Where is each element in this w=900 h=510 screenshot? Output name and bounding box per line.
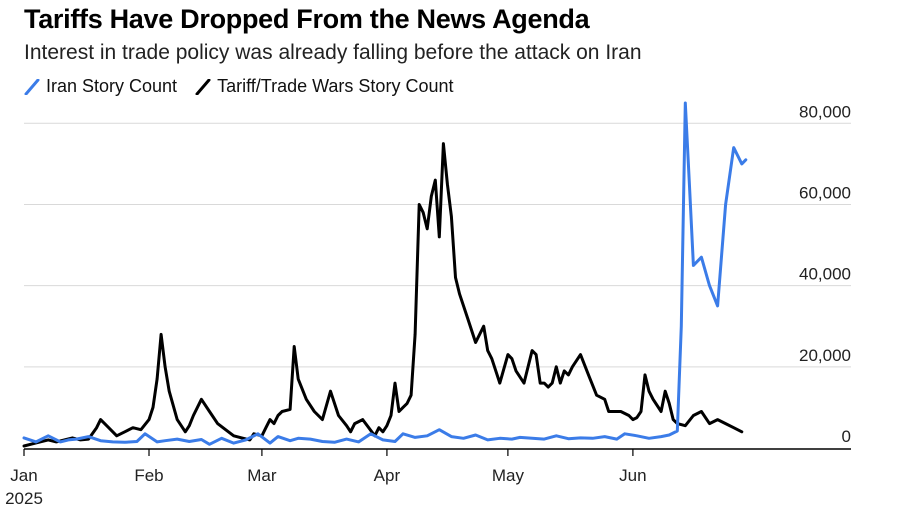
x-year-label: 2025 [5,489,43,508]
legend: Iran Story Count Tariff/Trade Wars Story… [24,76,453,97]
series-line-iran [22,101,748,446]
x-tick-label-mar: Mar [247,466,277,485]
legend-label-iran: Iran Story Count [46,76,178,96]
x-tick-label-apr: Apr [374,466,401,485]
legend-item-iran: Iran Story Count [24,76,177,97]
legend-swatch-iran [24,78,40,95]
y-tick-label-80000: 80,000 [799,102,851,121]
x-tick-label-jun: Jun [619,466,646,485]
legend-item-tariff: Tariff/Trade Wars Story Count [195,76,453,97]
y-tick-label-40000: 40,000 [799,265,851,284]
y-tick-label-20000: 20,000 [799,346,851,365]
y-tick-label-60000: 60,000 [799,183,851,202]
x-tick-label-may: May [492,466,525,485]
chart-title: Tariffs Have Dropped From the News Agend… [24,4,590,34]
x-tick-label-jan: Jan [10,466,37,485]
series-line-tariff [22,142,744,448]
y-tick-label-0: 0 [842,427,851,446]
legend-swatch-tariff [195,78,211,95]
legend-label-tariff: Tariff/Trade Wars Story Count [217,76,454,96]
chart-subtitle: Interest in trade policy was already fal… [24,41,642,64]
x-tick-label-feb: Feb [134,466,163,485]
